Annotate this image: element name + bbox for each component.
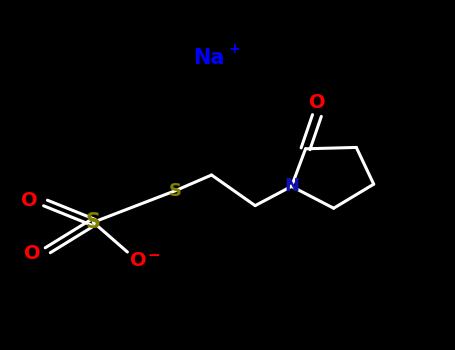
- Text: S: S: [86, 212, 101, 232]
- Text: −: −: [147, 248, 160, 263]
- Text: O: O: [21, 191, 38, 210]
- Text: S: S: [169, 182, 182, 200]
- Text: +: +: [228, 42, 240, 56]
- Text: Na: Na: [194, 48, 225, 68]
- Text: N: N: [284, 177, 299, 195]
- Text: O: O: [131, 251, 147, 270]
- Text: O: O: [308, 93, 325, 112]
- Text: O: O: [24, 244, 40, 262]
